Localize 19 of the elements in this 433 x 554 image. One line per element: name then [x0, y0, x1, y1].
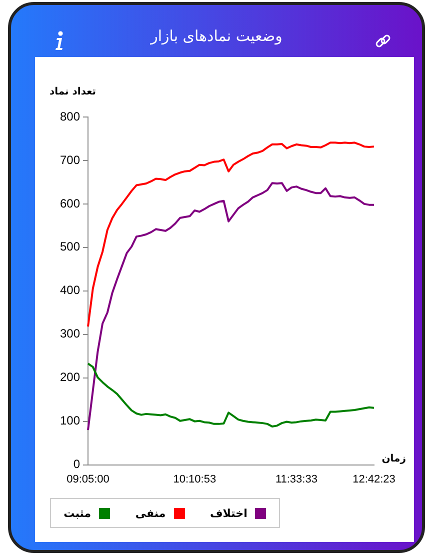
y-tick-label: 300	[60, 326, 80, 341]
y-tick-label: 500	[60, 240, 80, 254]
x-tick-label: 09:05:00	[66, 473, 110, 486]
y-tick-label: 700	[60, 152, 80, 167]
legend-label: اختلاف	[210, 506, 248, 520]
legend-label: مثبت	[64, 506, 92, 520]
y-axis-title: تعداد نماد	[49, 86, 96, 98]
y-tick-label: 800	[60, 109, 80, 124]
y-tick-label: 100	[60, 414, 80, 428]
x-tick-label: 12:42:23	[352, 473, 396, 486]
x-axis-title: زمان	[382, 453, 406, 464]
y-tick-label: 400	[60, 283, 80, 298]
y-tick-label: 0	[73, 457, 80, 472]
x-tick-label: 11:33:33	[275, 473, 318, 486]
y-tick-label: 600	[60, 196, 80, 210]
y-tick-label: 200	[60, 370, 80, 384]
legend-label: منفی	[135, 506, 166, 520]
chart-title: وضعیت نمادهای بازار	[149, 27, 284, 45]
x-tick-label: 10:10:53	[173, 473, 216, 486]
